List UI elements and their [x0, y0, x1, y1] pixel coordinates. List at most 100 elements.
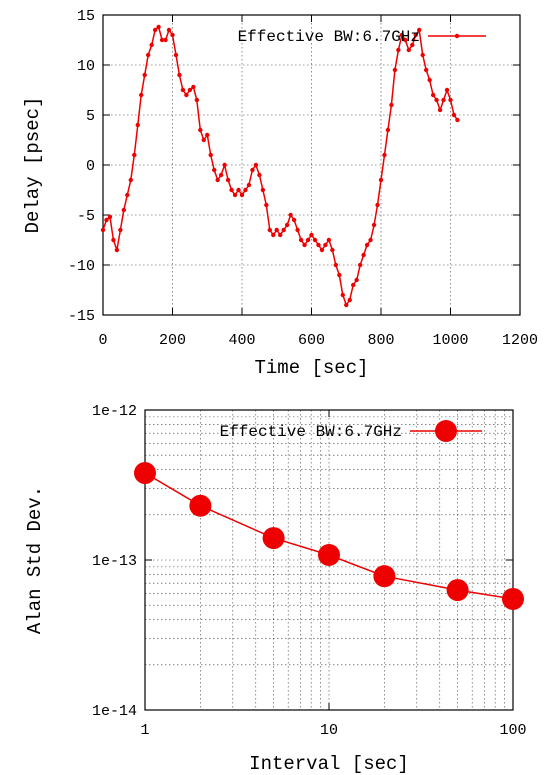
data-point [246, 182, 252, 188]
data-point [357, 262, 363, 268]
data-point [145, 52, 151, 58]
x-tick-label: 10 [320, 722, 338, 739]
data-point [326, 237, 332, 243]
data-point [309, 232, 314, 238]
data-point [208, 152, 213, 158]
data-point [351, 282, 356, 288]
data-point [135, 122, 140, 128]
data-point [361, 252, 366, 258]
data-point [232, 192, 238, 198]
y-tick-label: 1e-12 [92, 403, 137, 420]
data-point [323, 242, 328, 248]
data-point [396, 47, 401, 53]
data-point [156, 24, 161, 30]
data-point [312, 237, 318, 243]
legend-label: Effective BW:6.7GHz [220, 423, 402, 441]
data-point [134, 462, 156, 485]
data-point [288, 212, 293, 218]
data-point [305, 237, 311, 243]
data-point [187, 87, 193, 93]
y-tick-label: 15 [77, 8, 95, 25]
y-tick-label: 1e-13 [92, 553, 137, 570]
data-point [191, 84, 196, 90]
data-point [201, 137, 206, 143]
legend-marker [454, 33, 460, 39]
data-point [368, 237, 373, 243]
data-point [291, 217, 297, 223]
x-tick-label: 800 [367, 332, 394, 349]
data-point [173, 52, 179, 58]
data-point [427, 77, 432, 83]
x-axis-label: Time [sec] [254, 357, 368, 379]
data-point [389, 102, 394, 108]
data-point [344, 302, 349, 308]
legend-marker [435, 420, 457, 442]
data-point [375, 202, 380, 208]
data-point [177, 72, 182, 78]
data-point [295, 227, 300, 233]
data-point [371, 222, 377, 228]
allan-deviation-chart: 1 10 100 1e-14 1e-13 1e-12 Interval [sec] Alan … [24, 403, 527, 775]
data-point [413, 32, 418, 38]
data-point [340, 292, 345, 298]
data-point [298, 237, 304, 243]
data-point [434, 97, 439, 103]
data-point [337, 272, 342, 278]
x-tick-label: 1000 [432, 332, 468, 349]
data-point [420, 52, 425, 58]
y-axis-label: Alan Std Dev. [24, 486, 46, 634]
data-point [180, 87, 186, 93]
data-point [189, 494, 212, 517]
data-point [257, 172, 262, 178]
y-tick-label: 1e-14 [92, 703, 137, 720]
data-point [441, 97, 446, 103]
data-point [430, 92, 436, 98]
data-point [446, 579, 469, 602]
data-point [152, 27, 158, 33]
data-point [100, 227, 106, 233]
data-point [278, 232, 283, 238]
data-point [260, 187, 266, 193]
data-point [333, 262, 339, 268]
x-tick-label: 200 [159, 332, 186, 349]
data-point [205, 132, 210, 138]
data-point [271, 232, 276, 238]
delay-vs-time-chart: 0 200 400 600 800 1000 1200 -15 -10 -5 0 5 10 15 Time … [22, 8, 538, 379]
data-point [262, 527, 285, 550]
data-point [264, 202, 269, 208]
data-point [111, 237, 116, 243]
data-point [406, 47, 411, 53]
y-tick-label: -5 [77, 208, 95, 225]
data-point [284, 222, 290, 228]
y-tick-label: -15 [68, 308, 95, 325]
data-point [392, 67, 398, 73]
data-point [166, 27, 172, 33]
x-tick-label: 100 [499, 722, 526, 739]
data-point [104, 217, 109, 223]
data-point [437, 107, 443, 113]
data-point [364, 242, 370, 248]
plot-frame [144, 409, 514, 711]
y-tick-label: 5 [86, 108, 95, 125]
plot-frame [102, 14, 521, 316]
data-point [159, 37, 165, 43]
data-point [455, 117, 460, 123]
data-point [274, 227, 279, 233]
legend-label: Effective BW:6.7GHz [238, 28, 420, 46]
data-point [399, 32, 405, 38]
data-point [198, 127, 203, 133]
data-point [354, 277, 359, 283]
data-point [347, 297, 352, 303]
y-tick-label: -10 [68, 258, 95, 275]
data-point [423, 67, 429, 73]
data-point [222, 162, 227, 168]
data-point [281, 227, 286, 233]
data-point [142, 72, 147, 78]
y-tick-label: 0 [86, 158, 95, 175]
grid-lines [103, 15, 520, 315]
data-point [502, 587, 524, 610]
data-point [410, 42, 415, 48]
x-axis-label: Interval [sec] [249, 753, 409, 775]
data-point [403, 37, 408, 43]
